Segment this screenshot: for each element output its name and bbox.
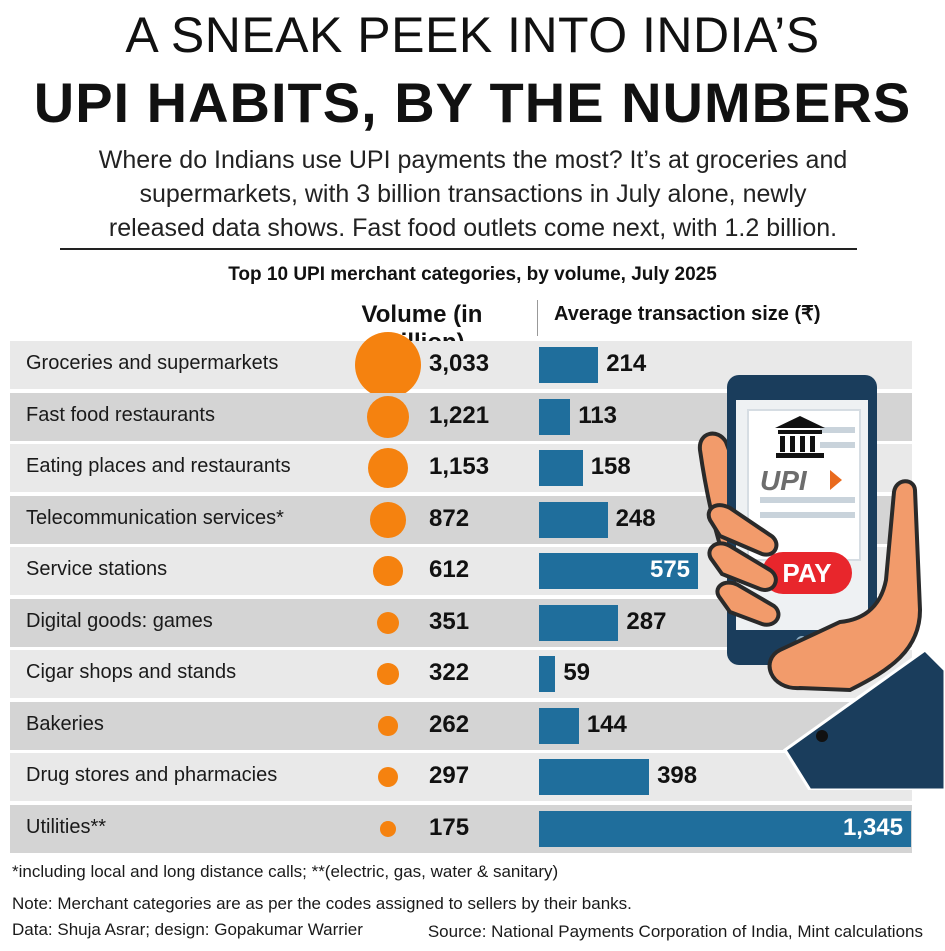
avg-size-bar [539,553,699,589]
avg-size-column-header: Average transaction size (₹) [554,303,821,325]
category-label: Drug stores and pharmacies [26,764,278,786]
sleeve-icon [782,648,945,792]
volume-value: 612 [429,556,470,583]
volume-bubble [380,821,396,837]
table-row [10,753,912,801]
title-line2: UPI HABITS, BY THE NUMBERS [33,71,912,134]
volume-bubble [367,447,409,489]
volume-bubble [370,502,406,538]
avg-size-bar [539,605,619,641]
phone-hand-svg: UPI PAY [697,375,945,792]
volume-value: 872 [429,505,470,532]
intro-line3: released data shows. Fast food outlets c… [108,214,838,242]
volume-value: 297 [429,762,470,789]
volume-value: 175 [429,814,470,841]
avg-size-bar [539,811,911,847]
credit-line: Data: Shuja Asrar; design: Gopakumar War… [12,920,363,939]
category-label: Utilities** [26,816,107,838]
finger-2-icon [707,541,778,592]
avg-size-value: 287 [626,608,667,635]
avg-size-value: 214 [606,350,647,377]
bank-icon [775,416,825,458]
avg-size-bar [539,399,571,435]
avg-size-value: 575 [649,556,691,583]
avg-size-bar [539,347,599,383]
avg-size-value: 158 [590,453,631,480]
intro-line2: supermarkets, with 3 billion transaction… [139,180,807,208]
avg-size-value: 144 [586,711,627,738]
volume-value: 1,221 [429,402,490,429]
footnote-1: *including local and long distance calls… [12,862,559,881]
category-label: Groceries and supermarkets [26,352,279,374]
volume-value: 322 [429,659,470,686]
avg-size-bar [539,759,650,795]
avg-size-bar [539,656,556,692]
avg-size-bar [539,450,583,486]
volume-bubble [378,716,398,736]
volume-bubble [355,332,421,398]
avg-size-value: 59 [563,659,591,686]
finger-1-icon [706,503,779,557]
pay-label: PAY [782,558,831,588]
avg-size-value: 398 [657,762,698,789]
volume-value: 3,033 [429,350,490,377]
volume-value: 351 [429,608,470,635]
volume-value: 1,153 [429,453,490,480]
avg-size-value: 248 [615,505,656,532]
avg-size-bar [539,708,579,744]
avg-size-value: 113 [578,402,617,429]
category-label: Digital goods: games [26,610,213,632]
volume-bubble [377,766,399,788]
source-line: Source: National Payments Corporation of… [427,922,923,941]
header-separator [537,300,538,336]
footnote-note: Note: Merchant categories are as per the… [12,894,632,913]
phone-illustration: UPI PAY [690,370,945,792]
avg-size-value: 1,345 [842,814,903,841]
intro-text: Where do Indians use UPI payments the mo… [40,143,906,245]
pay-button [762,552,852,594]
volume-value: 262 [429,711,470,738]
category-label: Cigar shops and stands [26,661,237,683]
category-label: Eating places and restaurants [26,455,291,477]
palm-icon [767,479,923,693]
finger-3-icon [715,580,781,627]
avg-size-bar [539,502,608,538]
category-label: Fast food restaurants [26,404,215,426]
volume-bubble [376,611,400,635]
intro-line1: Where do Indians use UPI payments the mo… [98,146,848,174]
divider-rule [60,248,857,250]
upi-arrow-icon [830,470,842,490]
table-row [10,702,912,750]
chart-title: Top 10 UPI merchant categories, by volum… [228,264,717,285]
volume-bubble [373,556,403,586]
volume-bubble [377,663,399,685]
volume-bubble [367,396,409,438]
category-label: Telecommunication services* [26,507,284,529]
category-label: Bakeries [26,713,104,735]
sleeve-button-icon [816,730,828,742]
category-label: Service stations [26,558,168,580]
upi-logo: UPI [760,465,808,496]
title-line1: A SNEAK PEEK INTO INDIA’S [125,7,820,63]
